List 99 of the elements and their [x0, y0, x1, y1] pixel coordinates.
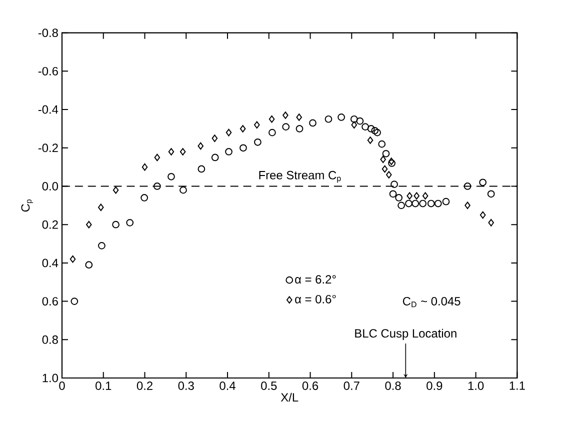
point: [380, 156, 386, 164]
ref-line-label: Free Stream C$_{p}$: [259, 170, 341, 183]
x-tick-label: 0.8: [385, 382, 401, 390]
y-tick-label: 1.0: [42, 374, 58, 382]
point: [211, 154, 219, 162]
point: [324, 115, 332, 123]
point: [112, 220, 120, 228]
point: [282, 112, 288, 119]
point: [112, 186, 119, 194]
x-tick-label: 0.7: [344, 382, 360, 390]
point: [480, 211, 486, 219]
point: [442, 198, 450, 206]
point: [198, 165, 206, 173]
y-tick-label: -0.4: [38, 105, 58, 114]
legend-label: α = 6.2°: [295, 275, 336, 284]
point: [427, 200, 435, 208]
y-tick-label: 0.8: [42, 335, 58, 344]
x-tick-label: 1.1: [510, 382, 525, 390]
point: [98, 242, 106, 250]
point: [168, 148, 174, 156]
point: [390, 180, 398, 188]
point: [154, 154, 160, 162]
point: [70, 298, 78, 305]
point: [282, 123, 290, 130]
point: [240, 144, 247, 152]
y-tick-label: 0.4: [42, 258, 58, 268]
point: [351, 121, 358, 129]
point: [371, 126, 379, 134]
point: [367, 136, 374, 144]
point: [180, 186, 187, 194]
point: [153, 182, 161, 190]
x-tick-label: 0: [59, 382, 65, 390]
point: [362, 123, 369, 130]
legend-label: α = 0.6°: [295, 294, 336, 304]
point: [168, 172, 175, 180]
point: [70, 255, 76, 263]
point: [85, 261, 93, 269]
point: [395, 194, 403, 202]
y-tick-label: 0.0: [42, 182, 58, 190]
point: [406, 192, 412, 200]
point: [414, 192, 420, 200]
x-tick-label: 0.9: [426, 382, 442, 390]
y-tick-label: -0.6: [38, 66, 58, 76]
point: [198, 142, 204, 150]
point: [419, 200, 427, 208]
point: [98, 204, 104, 212]
point: [422, 192, 428, 200]
point: [180, 148, 186, 156]
x-tick-label: 0.1: [96, 382, 112, 390]
x-tick-label: 0.2: [136, 382, 152, 390]
point: [464, 202, 470, 210]
x-tick-label: 0.5: [261, 382, 277, 390]
point: [386, 171, 392, 178]
point: [296, 114, 302, 121]
point: [464, 182, 472, 190]
x-tick-label: 1.0: [468, 382, 484, 390]
y-axis-title: C$_{p}$: [21, 199, 34, 212]
point: [86, 220, 92, 228]
x-tick-label: 0.4: [220, 382, 236, 390]
point: [350, 115, 358, 123]
point: [479, 178, 487, 186]
point: [309, 119, 316, 127]
point: [398, 202, 405, 210]
x-axis-title: X/L: [280, 392, 298, 402]
point: [126, 218, 134, 226]
point: [254, 138, 262, 146]
point: [374, 128, 381, 136]
point: [378, 140, 386, 148]
point: [434, 200, 442, 208]
point: [388, 158, 394, 165]
point: [268, 115, 275, 123]
point: [412, 200, 420, 208]
point: [405, 200, 412, 208]
annotation: BLC Cusp Location: [355, 328, 456, 340]
point: [488, 218, 494, 226]
point: [367, 125, 375, 132]
point: [240, 125, 246, 132]
point: [254, 121, 260, 129]
point: [487, 190, 495, 198]
point: [226, 128, 232, 136]
point: [296, 125, 304, 132]
annotation: C$_{D}$ ~ 0.045: [402, 297, 460, 308]
point: [338, 114, 345, 121]
point: [389, 190, 397, 198]
point: [382, 150, 390, 158]
y-tick-label: -0.8: [38, 28, 58, 38]
point: [140, 194, 148, 202]
point: [268, 128, 276, 136]
point: [225, 148, 232, 156]
point: [382, 165, 388, 173]
x-tick-label: 0.3: [178, 382, 194, 390]
y-tick-label: 0.2: [42, 220, 58, 229]
x-tick-label: 0.6: [302, 382, 318, 390]
y-tick-label: -0.2: [38, 144, 58, 152]
point: [212, 134, 218, 142]
point: [388, 160, 396, 167]
point: [356, 117, 364, 125]
y-tick-label: 0.6: [42, 297, 58, 306]
point: [142, 163, 148, 171]
